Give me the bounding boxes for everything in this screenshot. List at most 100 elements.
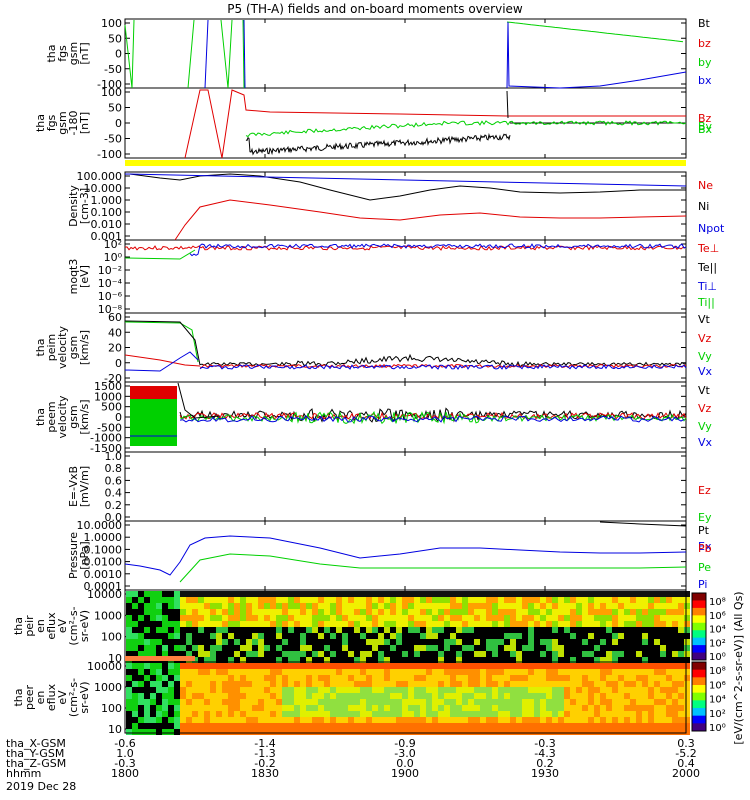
spectrogram-cell: [234, 675, 240, 681]
spectrogram-cell: [342, 675, 348, 681]
spectrogram-cell: [258, 603, 264, 609]
spectrogram-cell: [138, 609, 144, 615]
spectrogram-cell: [468, 603, 474, 609]
spectrogram-cell: [156, 645, 162, 651]
y-tick-label: 0.0010: [84, 568, 123, 581]
spectrogram-cell: [390, 717, 396, 723]
spectrogram-cell: [504, 723, 510, 729]
spectrogram-cell: [354, 711, 360, 717]
spectrogram-cell: [672, 615, 678, 621]
spectrogram-cell: [156, 681, 162, 687]
spectrogram-cell: [606, 681, 612, 687]
spectrogram-cell: [306, 621, 312, 627]
spectrogram-cell: [564, 633, 570, 639]
spectrogram-cell: [660, 609, 666, 615]
spectrogram-cell: [558, 621, 564, 627]
spectrogram-cell: [126, 663, 132, 669]
spectrogram-cell: [366, 711, 372, 717]
spectrogram-cell: [300, 699, 306, 705]
y-tick-label: 1.0000: [84, 531, 123, 544]
spectrogram-cell: [600, 639, 606, 645]
spectrogram-cell: [642, 669, 648, 675]
spectrogram-cell: [468, 705, 474, 711]
spectrogram-cell: [240, 657, 246, 663]
spectrogram-cell: [246, 687, 252, 693]
spectrogram-cell: [258, 645, 264, 651]
spectrogram-cell: [354, 717, 360, 723]
spectrogram-cell: [216, 699, 222, 705]
spectrogram-cell: [222, 681, 228, 687]
spectrogram-cell: [654, 717, 660, 723]
spectrogram-cell: [432, 675, 438, 681]
y-tick-label: 100.000: [77, 170, 123, 183]
spectrogram-cell: [390, 633, 396, 639]
spectrogram-cell: [462, 669, 468, 675]
spectrogram-cell: [300, 681, 306, 687]
spectrogram-cell: [156, 669, 162, 675]
spectrogram-cell: [306, 723, 312, 729]
spectrogram-cell: [318, 591, 324, 597]
spectrogram-cell: [624, 651, 630, 657]
spectrogram-cell: [444, 723, 450, 729]
spectrogram-cell: [570, 729, 576, 735]
spectrogram-cell: [540, 597, 546, 603]
spectrogram-cell: [192, 675, 198, 681]
spectrogram-cell: [264, 591, 270, 597]
colorbar-segment: [692, 607, 706, 616]
spectrogram-cell: [456, 597, 462, 603]
spectrogram-cell: [414, 687, 420, 693]
spectrogram-cell: [630, 681, 636, 687]
spectrogram-cell: [426, 717, 432, 723]
spectrogram-cell: [222, 669, 228, 675]
spectrogram-cell: [582, 621, 588, 627]
spectrogram-cell: [180, 645, 186, 651]
spectrogram-cell: [168, 717, 174, 723]
spectrogram-cell: [570, 615, 576, 621]
spectrogram-cell: [282, 711, 288, 717]
spectrogram-cell: [540, 621, 546, 627]
spectrogram-cell: [654, 603, 660, 609]
spectrogram-cell: [630, 669, 636, 675]
spectrogram-cell: [546, 687, 552, 693]
y-tick-label: 500: [101, 401, 122, 414]
spectrogram-cell: [396, 669, 402, 675]
spectrogram-cell: [318, 651, 324, 657]
spectrogram-cell: [162, 609, 168, 615]
spectrogram-cell: [198, 603, 204, 609]
spectrogram-cell: [678, 633, 684, 639]
spectrogram-cell: [306, 699, 312, 705]
spectrogram-cell: [192, 591, 198, 597]
spectrogram-cell: [546, 699, 552, 705]
spectrogram-cell: [360, 615, 366, 621]
spectrogram-cell: [366, 603, 372, 609]
spectrogram-cell: [480, 663, 486, 669]
spectrogram-cell: [198, 615, 204, 621]
spectrogram-cell: [552, 615, 558, 621]
spectrogram-cell: [360, 687, 366, 693]
spectrogram-cell: [492, 711, 498, 717]
spectrogram-cell: [528, 705, 534, 711]
spectrogram-cell: [216, 723, 222, 729]
spectrogram-cell: [564, 711, 570, 717]
spectrogram-cell: [138, 633, 144, 639]
spectrogram-cell: [408, 687, 414, 693]
spectrogram-cell: [684, 609, 690, 615]
spectrogram-cell: [156, 663, 162, 669]
spectrogram-cell: [198, 699, 204, 705]
spectrogram-cell: [600, 687, 606, 693]
spectrogram-cell: [234, 615, 240, 621]
spectrogram-cell: [522, 663, 528, 669]
spectrogram-cell: [570, 717, 576, 723]
spectrogram-cell: [162, 723, 168, 729]
spectrogram-cell: [396, 699, 402, 705]
spectrogram-cell: [372, 591, 378, 597]
spectrogram-cell: [516, 621, 522, 627]
y-axis-label: -180: [67, 111, 80, 136]
spectrogram-cell: [528, 651, 534, 657]
spectrogram-cell: [240, 711, 246, 717]
spectrogram-cell: [462, 687, 468, 693]
spectrogram-cell: [486, 693, 492, 699]
spectrogram-cell: [432, 645, 438, 651]
legend-entry: Pt: [698, 524, 710, 537]
legend-entry: Vz: [698, 402, 712, 415]
